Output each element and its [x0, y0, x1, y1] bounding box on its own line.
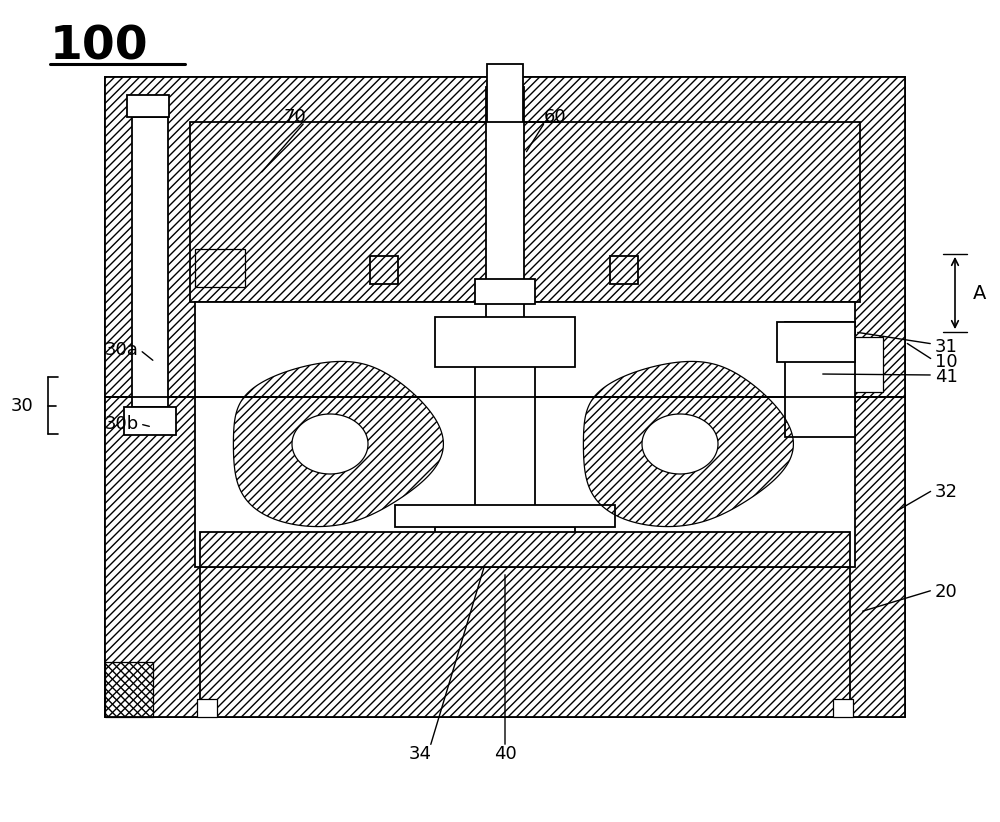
Text: 41: 41 [935, 368, 958, 386]
Bar [195, 302, 855, 567]
Bar [475, 279, 535, 304]
Bar [833, 699, 853, 717]
Text: 20: 20 [935, 583, 958, 601]
Text: 100: 100 [50, 25, 149, 70]
Bar [132, 117, 168, 407]
Text: 34: 34 [409, 745, 432, 763]
Bar [610, 256, 638, 284]
Bar [197, 699, 217, 717]
Text: 30a: 30a [105, 341, 139, 359]
Polygon shape [292, 414, 368, 474]
Polygon shape [642, 414, 718, 474]
Bar [200, 567, 850, 717]
Bar [105, 397, 905, 717]
Bar [190, 122, 860, 302]
Text: 10: 10 [935, 353, 958, 371]
Text: 30: 30 [11, 396, 33, 414]
Bar [435, 317, 575, 367]
Bar [777, 322, 855, 362]
Bar [475, 327, 535, 567]
Text: 30b: 30b [105, 415, 139, 433]
Text: 70: 70 [284, 108, 306, 126]
Bar [124, 407, 176, 435]
Text: 32: 32 [935, 483, 958, 501]
Bar [435, 527, 575, 567]
Text: 60: 60 [544, 108, 566, 126]
Bar [127, 95, 169, 117]
Bar [370, 256, 398, 284]
Bar [105, 77, 905, 717]
Bar [395, 505, 615, 527]
Bar [195, 249, 245, 287]
Bar [105, 77, 905, 397]
Bar [853, 337, 883, 392]
Bar [460, 302, 550, 347]
Bar [487, 64, 523, 122]
Bar [486, 87, 524, 347]
Text: 40: 40 [494, 745, 516, 763]
Bar [785, 322, 855, 437]
Text: 31: 31 [935, 338, 958, 356]
Bar [200, 532, 850, 567]
Text: A: A [973, 284, 987, 302]
